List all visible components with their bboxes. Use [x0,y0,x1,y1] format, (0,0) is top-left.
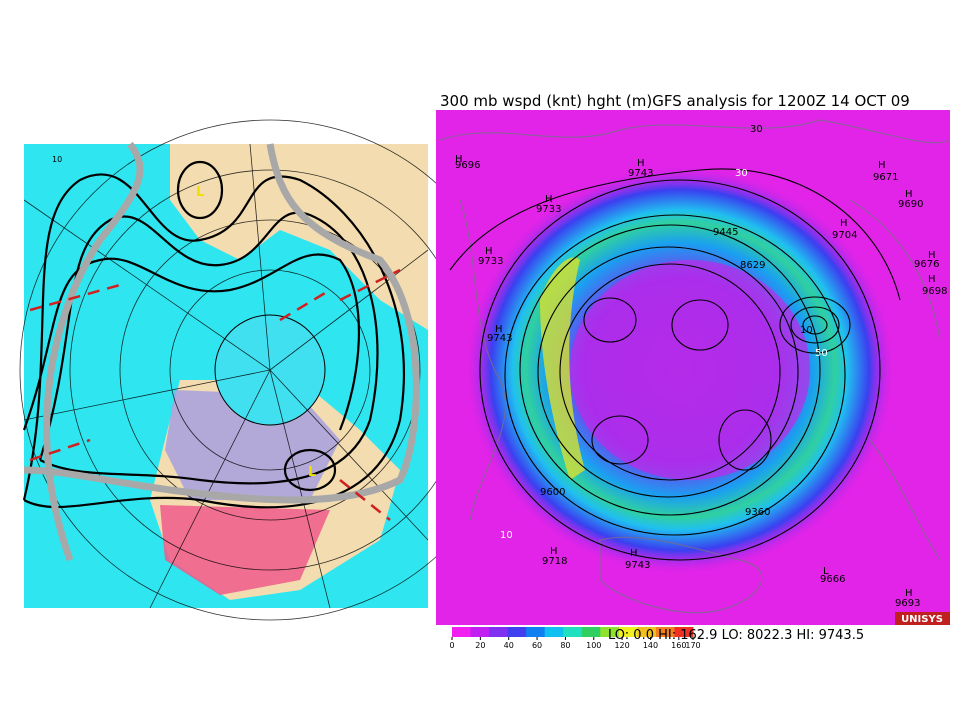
height-contours [449,168,901,561]
left-map: L L 10 [19,119,521,621]
land [170,144,428,330]
colorbar-swatch [618,627,638,637]
map-label: 8629 [740,260,765,271]
map-label: 9743 [487,333,512,344]
map-label: H [905,189,913,200]
colorbar-label: 0 [449,641,454,650]
colorbar-swatch [655,627,675,637]
map-label: L [823,566,829,577]
contour-label: 10 [52,155,62,164]
map-label: H [637,158,645,169]
colorbar-swatch [581,627,601,637]
inner-field [570,260,810,480]
coastlines [439,119,951,614]
colorbar-swatch [526,627,546,637]
jet-axis [23,141,420,562]
map-label: 9690 [898,199,923,210]
map-label: H [905,588,913,599]
map-label: 9671 [873,172,898,183]
low-label: L [308,465,316,480]
map-label: H [495,324,503,335]
map-label: H [928,274,936,285]
colorbar-label: 100 [586,641,601,650]
map-label: 9676 [914,259,939,270]
map-label: H [840,218,848,229]
graticule [19,119,521,621]
colorbar-swatch [563,627,583,637]
colorbar-swatch [507,627,527,637]
map-label: 9743 [628,168,653,179]
colorbar-label: 140 [643,641,658,650]
colorbar-label: 60 [532,641,542,650]
map-label: 9696 [455,160,480,171]
map-label: 30 [750,124,763,135]
colorbar-label: 120 [614,641,629,650]
colorbar-label: 80 [560,641,570,650]
colorbar-label: 20 [475,641,485,650]
map-label: 9693 [895,598,920,609]
map-label: 9445 [713,227,738,238]
map-label: 9733 [478,256,503,267]
map-label: 9360 [745,507,770,518]
map-label: H [550,546,558,557]
colorbar-label: 160 [671,641,686,650]
low-label: L [196,185,204,200]
trough-lines [29,268,401,521]
colorbar-swatch [600,627,620,637]
stats: LO: 0.0 HI: 162.9 LO: 8022.3 HI: 9743.5 [608,628,864,643]
map-label: H [545,194,553,205]
map-label: 9600 [540,487,565,498]
map-label: 9743 [625,560,650,571]
colorbar-swatch [489,627,509,637]
map-label: 10 [500,530,513,541]
colorbar-swatch [452,627,472,637]
map-label: 9718 [542,556,567,567]
colorbar-swatch [637,627,657,637]
map-label: H [485,246,493,257]
map-label: 50 [815,348,828,359]
map-label: H [630,548,638,559]
colorbar-swatch [470,627,490,637]
colorbar-swatch [544,627,564,637]
height-contours [22,160,405,509]
map-title: 300 mb wspd (knt) hght (m)GFS analysis f… [440,92,910,110]
map-label: 9698 [922,286,947,297]
map-label: 9666 [820,574,845,585]
map-label: 10 [800,325,813,336]
warm-region [160,505,330,595]
map-label: H [878,160,886,171]
map-label: 9704 [832,230,857,241]
colorbar-label: 170 [685,641,700,650]
colorbar-swatch [674,627,694,637]
map-label: 30 [735,168,748,179]
map-label: 9733 [536,204,561,215]
map-label: H [928,250,936,261]
logo-box [895,612,950,625]
colorbar-label: 40 [504,641,514,650]
logo: UNISYS [901,614,943,625]
map-label: H [455,154,463,165]
